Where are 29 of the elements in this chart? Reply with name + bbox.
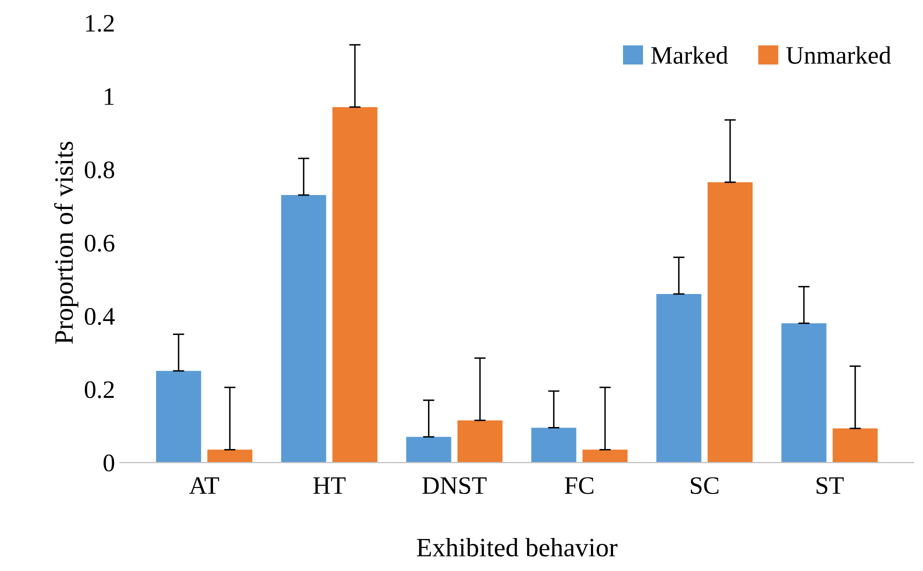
y-tick-label: 0.6 <box>84 234 114 252</box>
x-tick-label: SC <box>690 477 718 494</box>
bar <box>781 323 826 463</box>
y-tick-label: 0.4 <box>84 308 115 325</box>
bar <box>708 182 753 463</box>
bar <box>531 428 576 463</box>
y-tick-label: 0 <box>104 454 114 472</box>
y-tick-label: 0.2 <box>84 381 114 398</box>
x-axis-title: Exhibited behavior <box>416 538 618 557</box>
bar <box>457 420 502 463</box>
bar <box>156 370 202 463</box>
bar <box>406 436 452 463</box>
bar <box>332 107 378 463</box>
y-tick-label: 0.8 <box>84 161 114 178</box>
y-axis-title: Proportion of visits <box>54 142 78 344</box>
y-tick-label: 1 <box>104 88 114 105</box>
y-tick-label: 1.2 <box>86 14 114 32</box>
x-tick-label: DNST <box>422 477 487 494</box>
x-tick-label: HT <box>313 477 346 494</box>
bar <box>656 294 702 463</box>
x-tick-label: FC <box>564 477 594 494</box>
legend-label: Unmarked <box>786 46 891 64</box>
x-tick-label: ST <box>816 477 844 494</box>
bar <box>207 450 252 463</box>
bar <box>281 195 326 463</box>
bar <box>582 450 628 463</box>
legend-label: Marked <box>651 46 728 64</box>
x-tick-label: AT <box>189 477 220 494</box>
bar <box>832 428 878 463</box>
